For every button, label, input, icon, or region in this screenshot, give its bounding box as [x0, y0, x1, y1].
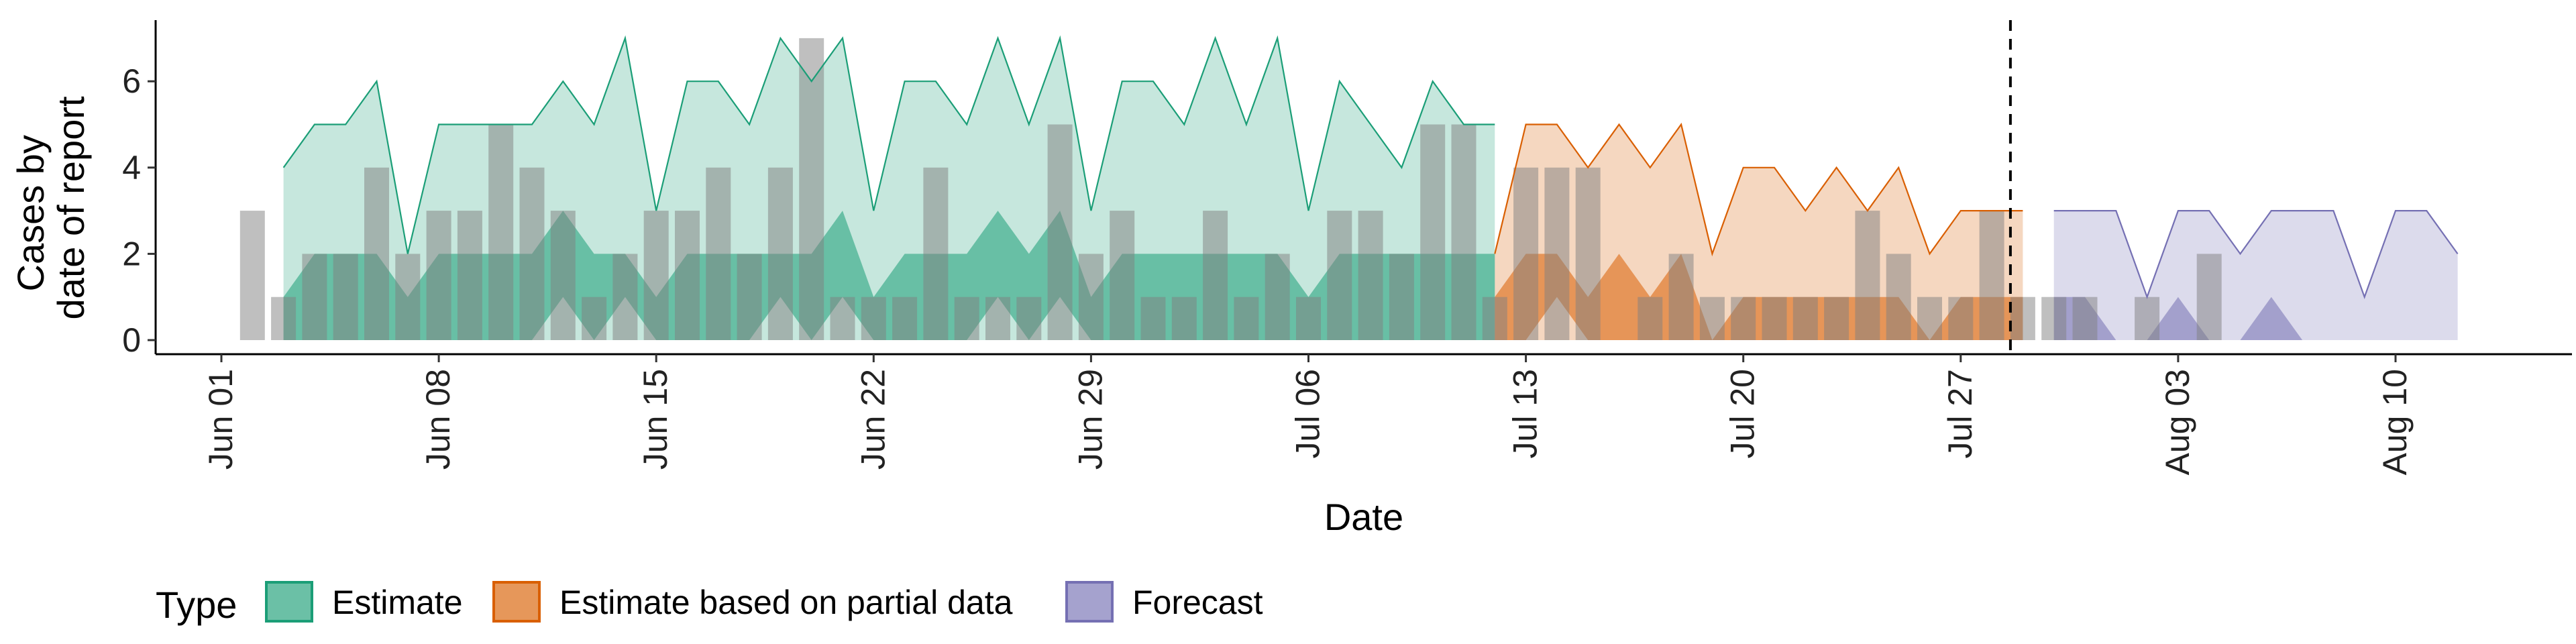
x-tick-label: Jun 01: [202, 369, 239, 470]
observed-bar: [1171, 297, 1197, 340]
observed-bar: [302, 254, 327, 340]
observed-bar: [333, 254, 358, 340]
x-tick-label: Jun 29: [1071, 369, 1109, 470]
legend-label-0: Estimate: [332, 584, 463, 621]
observed-bar: [799, 38, 824, 341]
observed-bar: [2041, 297, 2067, 340]
observed-bar: [1234, 297, 1259, 340]
observed-bar: [239, 211, 265, 340]
x-tick-label: Jul 13: [1507, 369, 1544, 458]
observed-bar: [426, 211, 451, 340]
x-tick-label: Jun 08: [419, 369, 457, 470]
observed-bar: [1296, 297, 1321, 340]
y-tick-label: 4: [122, 149, 141, 186]
observed-bar: [1110, 211, 1135, 340]
legend-label-2: Forecast: [1132, 584, 1263, 621]
observed-bar: [1575, 167, 1601, 341]
observed-bar: [1731, 297, 1756, 340]
x-tick-label: Jul 27: [1941, 369, 1979, 458]
observed-bar: [519, 167, 545, 341]
observed-bar: [1762, 297, 1787, 340]
observed-bar: [767, 167, 793, 341]
y-axis-ticks: 0 2 4 6: [122, 62, 156, 359]
observed-bar: [1203, 211, 1228, 340]
observed-bar: [675, 211, 700, 340]
legend: Type Estimate Estimate based on partial d…: [156, 581, 1263, 626]
observed-bar: [1638, 297, 1663, 340]
observed-bar: [1420, 124, 1446, 340]
legend-key-1: [492, 581, 541, 623]
y-tick-label: 2: [122, 235, 141, 272]
observed-bar: [1855, 211, 1880, 340]
outer-upper-line-1: [1494, 122, 2023, 257]
observed-bar: [1265, 254, 1290, 340]
observed-bar: [488, 124, 514, 340]
observed-bar: [830, 297, 855, 340]
legend-key-2: [1065, 581, 1114, 623]
observed-bar: [1917, 297, 1942, 340]
observed-bar: [1824, 297, 1849, 340]
observed-case-bars: [239, 38, 2222, 341]
observed-bar: [364, 167, 389, 341]
observed-bar: [550, 211, 576, 340]
y-axis-title-line-1: Cases by: [9, 135, 52, 291]
y-tick-label: 0: [122, 321, 141, 359]
outer-upper-line-2: [2053, 210, 2459, 299]
observed-bar: [1451, 124, 1477, 340]
observed-bar: [892, 297, 918, 340]
legend-label-1: Estimate based on partial data: [559, 584, 1013, 621]
x-tick-label: Jun 22: [854, 369, 892, 470]
observed-bar: [1078, 254, 1104, 340]
observed-bar: [985, 297, 1010, 340]
observed-bar: [1979, 211, 2004, 340]
x-tick-label: Jun 15: [637, 369, 674, 470]
observed-bar: [1792, 297, 1818, 340]
observed-bar: [1699, 297, 1725, 340]
observed-bar: [923, 167, 949, 341]
x-tick-label: Jul 06: [1289, 369, 1327, 458]
observed-bar: [1544, 167, 1570, 341]
x-axis-title: Date: [1324, 496, 1403, 538]
observed-bar: [2072, 297, 2098, 340]
y-tick-label: 6: [122, 62, 141, 100]
observed-bar: [1358, 211, 1383, 340]
legend-title: Type: [156, 584, 237, 626]
observed-bar: [2010, 297, 2035, 340]
x-axis-ticks: Jun 01 Jun 08 Jun 15 Jun 22 Jun 29 Jul 06 Jul …: [202, 354, 2414, 475]
observed-bar: [861, 297, 886, 340]
observed-bar: [1482, 297, 1507, 340]
observed-bar: [1140, 297, 1166, 340]
observed-bar: [1668, 254, 1694, 340]
y-axis-title-line-2: date of report: [50, 96, 92, 320]
observed-bar: [2196, 254, 2222, 340]
observed-bar: [737, 254, 762, 340]
observed-bar: [395, 254, 421, 340]
observed-bar: [1886, 254, 1911, 340]
y-axis-title: Cases by date of report: [9, 96, 92, 320]
x-tick-label: Aug 03: [2159, 369, 2196, 475]
observed-bar: [954, 297, 979, 340]
observed-bar: [643, 211, 669, 340]
observed-bar: [271, 297, 297, 340]
observed-bar: [1016, 297, 1042, 340]
observed-bar: [1327, 211, 1352, 340]
estimate-lines: [282, 35, 2459, 299]
observed-bar: [2135, 297, 2160, 340]
observed-bar: [612, 254, 638, 340]
observed-bar: [1513, 167, 1539, 341]
observed-bar: [1389, 254, 1414, 340]
legend-key-0: [265, 581, 313, 623]
observed-bar: [1047, 124, 1073, 340]
observed-bar: [1948, 297, 1974, 340]
x-tick-label: Aug 10: [2376, 369, 2414, 475]
observed-bar: [582, 297, 607, 340]
x-tick-label: Jul 20: [1724, 369, 1762, 458]
observed-bar: [706, 167, 731, 341]
outer-upper-line-0: [282, 35, 1495, 254]
observed-bar: [457, 211, 482, 340]
